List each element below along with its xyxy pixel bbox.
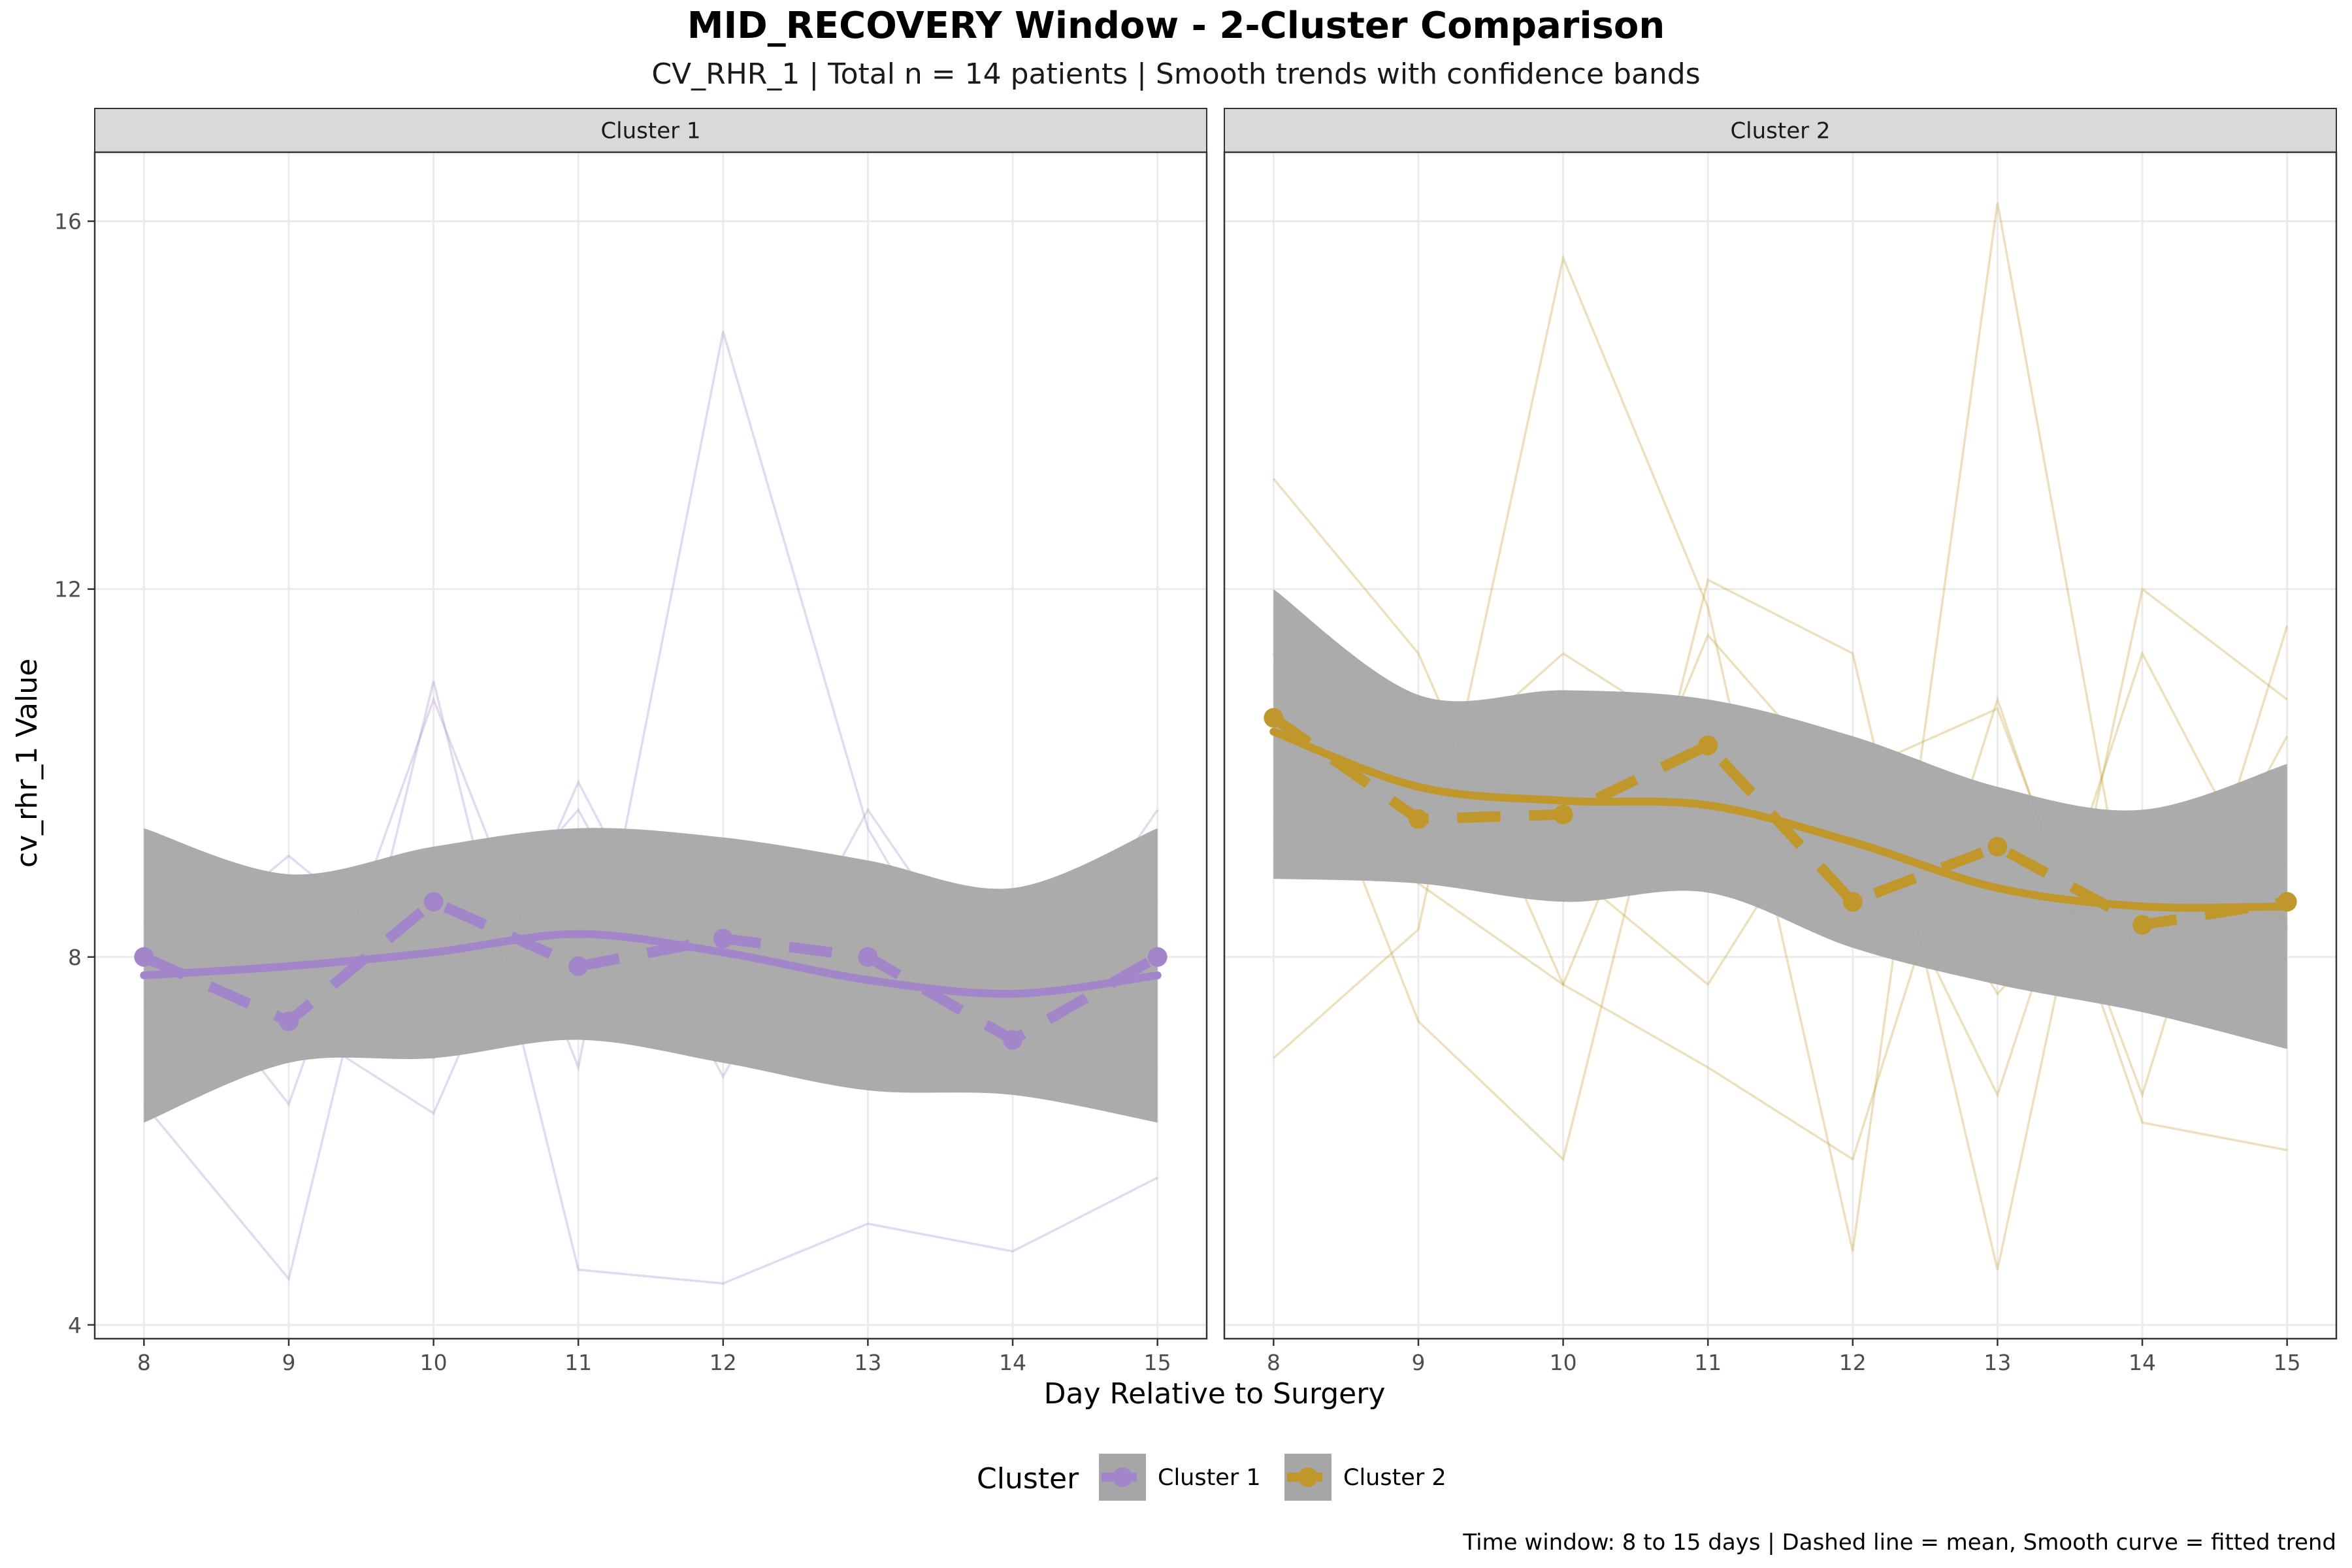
chart-caption: Time window: 8 to 15 days | Dashed line … — [1462, 1529, 2336, 1556]
x-tick-label: 13 — [854, 1350, 881, 1375]
x-tick-label: 12 — [710, 1350, 737, 1375]
mean-point — [1842, 892, 1863, 912]
facet-label: Cluster 2 — [1730, 118, 1830, 144]
mean-point — [278, 1011, 299, 1032]
facet-strip — [94, 108, 1207, 153]
y-tick-label: 4 — [68, 1313, 82, 1338]
x-tick-label: 8 — [1267, 1350, 1281, 1375]
x-tick-label: 9 — [1411, 1350, 1425, 1375]
mean-point — [134, 947, 154, 967]
panel-border — [1223, 151, 2338, 1340]
mean-point — [2132, 915, 2153, 935]
legend-label: Cluster 1 — [1158, 1465, 1261, 1491]
patient-line — [1272, 578, 2288, 1270]
trend-curve — [140, 930, 1162, 998]
mean-point — [1553, 804, 1573, 825]
panel-cluster-2: Cluster 2 8 9 10 11 12 13 14 15 — [1223, 108, 2338, 1375]
chart-subtitle: CV_RHR_1 | Total n = 14 patients | Smoot… — [651, 57, 1700, 91]
mean-point — [1408, 809, 1428, 829]
chart-title: MID_RECOVERY Window - 2-Cluster Comparis… — [687, 5, 1665, 47]
y-tick-label: 12 — [54, 577, 82, 602]
legend: Cluster Cluster 1 Cluster 2 — [977, 1454, 1446, 1501]
x-tick-label: 11 — [1694, 1350, 1722, 1375]
x-tick-label: 10 — [420, 1350, 448, 1375]
facet-label: Cluster 1 — [600, 118, 700, 144]
legend-key-point — [1298, 1467, 1318, 1487]
trend-curve — [1269, 727, 2291, 912]
y-tick-label: 16 — [54, 209, 82, 235]
x-axis-label: Day Relative to Surgery — [1044, 1377, 1386, 1411]
x-tick-label: 14 — [999, 1350, 1026, 1375]
mean-point — [568, 956, 589, 976]
facet-strip — [1224, 108, 2337, 153]
y-tick-label: 8 — [68, 945, 82, 970]
legend-item-cluster-1: Cluster 1 — [1099, 1454, 1261, 1501]
x-tick-label: 8 — [137, 1350, 151, 1375]
mean-point — [1698, 736, 1718, 755]
legend-item-cluster-2: Cluster 2 — [1284, 1454, 1446, 1501]
x-tick-label: 10 — [1550, 1350, 1577, 1375]
mean-point — [423, 892, 444, 912]
panels: Cluster 1 8 9 10 11 12 13 14 15 4 8 12 16 Cluster 2 8 9… — [54, 108, 2338, 1375]
x-tick-label: 9 — [282, 1350, 295, 1375]
x-tick-label: 13 — [1984, 1350, 2011, 1375]
legend-key-point — [1113, 1467, 1132, 1487]
mean-point — [713, 928, 733, 949]
mean-point — [1264, 708, 1284, 728]
mean-point — [858, 947, 878, 967]
x-tick-label: 11 — [564, 1350, 592, 1375]
x-tick-label: 14 — [2129, 1350, 2156, 1375]
mean-line — [142, 895, 1160, 1046]
mean-point — [1987, 836, 2008, 857]
mean-point — [1147, 947, 1168, 967]
y-axis-label: cv_rhr_1 Value — [10, 659, 44, 868]
panel-cluster-1: Cluster 1 8 9 10 11 12 13 14 15 4 8 12 16 — [54, 108, 1208, 1375]
legend-label: Cluster 2 — [1343, 1465, 1446, 1491]
confidence-band — [144, 828, 1158, 1123]
mean-point — [1003, 1030, 1023, 1050]
patient-line — [142, 681, 1158, 1285]
x-tick-label: 15 — [2274, 1350, 2301, 1375]
x-tick-label: 15 — [1144, 1350, 1171, 1375]
legend-title: Cluster — [977, 1462, 1079, 1495]
panel-border — [93, 151, 1208, 1340]
x-tick-label: 12 — [1839, 1350, 1867, 1375]
mean-point — [2277, 892, 2297, 912]
